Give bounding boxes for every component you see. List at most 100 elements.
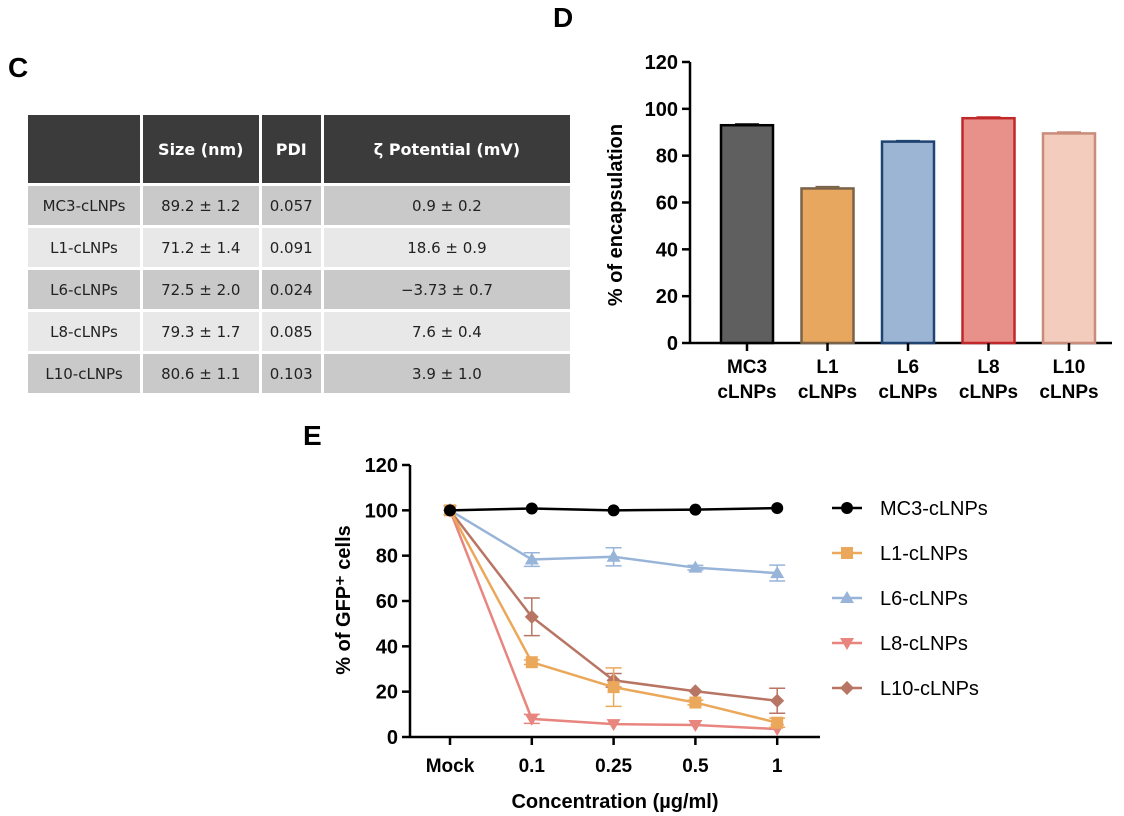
x-tick-label: L6 bbox=[897, 357, 919, 378]
panel-label-d: D bbox=[553, 2, 574, 33]
bar bbox=[961, 116, 1016, 345]
table-cell: 0.9 ± 0.2 bbox=[323, 186, 570, 225]
data-point bbox=[770, 693, 785, 708]
data-point bbox=[689, 503, 702, 516]
bar bbox=[719, 123, 775, 345]
bar bbox=[880, 140, 936, 345]
legend-label: L10-cLNPs bbox=[880, 678, 979, 700]
y-tick-label: 20 bbox=[376, 682, 398, 704]
data-point bbox=[525, 656, 538, 669]
x-tick-label: cLNPs bbox=[717, 382, 776, 403]
y-tick-label: 60 bbox=[376, 591, 398, 613]
x-tick-label: L10 bbox=[1053, 357, 1086, 378]
table-header: ζ Potential (mV) bbox=[323, 115, 570, 183]
table-row: L8-cLNPs 79.3 ± 1.7 0.085 7.6 ± 0.4 bbox=[28, 312, 570, 351]
data-point bbox=[688, 560, 703, 573]
y-tick-label: 0 bbox=[387, 727, 398, 749]
data-point bbox=[607, 681, 620, 694]
legend-label: MC3-cLNPs bbox=[880, 498, 988, 520]
table-cell: L10-cLNPs bbox=[28, 354, 141, 393]
table-cell: −3.73 ± 0.7 bbox=[323, 270, 570, 309]
data-point bbox=[444, 504, 456, 517]
y-tick-label: 120 bbox=[645, 52, 678, 74]
table-cell: 0.024 bbox=[261, 270, 321, 309]
table-cell: MC3-cLNPs bbox=[28, 186, 141, 225]
legend-label: L1-cLNPs bbox=[880, 543, 968, 565]
table-cell: L1-cLNPs bbox=[28, 228, 141, 267]
table-cell: 0.057 bbox=[261, 186, 321, 225]
table-header: PDI bbox=[261, 115, 321, 183]
data-point bbox=[607, 504, 620, 517]
x-tick-label: L8 bbox=[977, 357, 999, 378]
y-tick-label: 60 bbox=[656, 193, 678, 215]
legend-marker bbox=[840, 591, 854, 603]
data-point bbox=[525, 502, 538, 515]
y-tick-label: 40 bbox=[656, 239, 678, 261]
y-tick-label: 20 bbox=[656, 286, 678, 308]
x-tick-label: L1 bbox=[816, 357, 839, 378]
data-point bbox=[770, 566, 785, 579]
data-point bbox=[606, 549, 621, 562]
table-row: MC3-cLNPs 89.2 ± 1.2 0.057 0.9 ± 0.2 bbox=[28, 186, 570, 225]
table-cell: 80.6 ± 1.1 bbox=[143, 354, 259, 393]
panel-label-e: E bbox=[303, 420, 322, 451]
table-row: L6-cLNPs 72.5 ± 2.0 0.024 −3.73 ± 0.7 bbox=[28, 270, 570, 309]
x-tick-label: cLNPs bbox=[959, 382, 1018, 403]
bar bbox=[800, 187, 855, 345]
data-point bbox=[689, 696, 702, 709]
table-cell: 89.2 ± 1.2 bbox=[143, 186, 259, 225]
x-tick-label: 1 bbox=[772, 756, 783, 777]
legend-marker bbox=[840, 681, 854, 695]
table-cell: 0.103 bbox=[261, 354, 321, 393]
legend-marker bbox=[840, 638, 854, 650]
y-axis-label: % of GFP⁺ cells bbox=[333, 525, 355, 674]
legend-marker bbox=[841, 547, 853, 559]
data-point bbox=[688, 719, 703, 732]
data-point bbox=[771, 716, 784, 729]
x-tick-label: cLNPs bbox=[798, 382, 857, 403]
table-cell: 71.2 ± 1.4 bbox=[143, 228, 259, 267]
table-cell: 18.6 ± 0.9 bbox=[323, 228, 570, 267]
table-header: Size (nm) bbox=[143, 115, 259, 183]
table-cell: 3.9 ± 1.0 bbox=[323, 354, 570, 393]
y-axis-label: % of encapsulation bbox=[605, 124, 627, 306]
y-tick-label: 0 bbox=[667, 333, 678, 355]
x-tick-label: Mock bbox=[426, 756, 475, 777]
data-point bbox=[688, 684, 703, 699]
data-point bbox=[524, 552, 539, 565]
data-point bbox=[606, 719, 621, 732]
x-tick-label: cLNPs bbox=[878, 382, 937, 403]
x-tick-label: 0.5 bbox=[682, 756, 709, 777]
panel-label-c: C bbox=[8, 52, 29, 83]
y-tick-label: 80 bbox=[656, 146, 678, 168]
legend-marker bbox=[841, 502, 853, 514]
legend-label: L8-cLNPs bbox=[880, 633, 968, 655]
legend-label: L6-cLNPs bbox=[880, 588, 968, 610]
data-point bbox=[771, 502, 784, 515]
table-cell: 0.085 bbox=[261, 312, 321, 351]
data-point bbox=[524, 713, 539, 726]
y-tick-label: 40 bbox=[376, 636, 398, 658]
table-cell: 79.3 ± 1.7 bbox=[143, 312, 259, 351]
table-row: L1-cLNPs 71.2 ± 1.4 0.091 18.6 ± 0.9 bbox=[28, 228, 570, 267]
data-point bbox=[524, 609, 539, 624]
bar bbox=[1041, 132, 1097, 345]
properties-table: Size (nm) PDI ζ Potential (mV) MC3-cLNPs… bbox=[25, 112, 573, 396]
x-axis-label: Concentration (µg/ml) bbox=[511, 791, 718, 813]
table-cell: L6-cLNPs bbox=[28, 270, 141, 309]
table-header-row: Size (nm) PDI ζ Potential (mV) bbox=[28, 115, 570, 183]
table-cell: 72.5 ± 2.0 bbox=[143, 270, 259, 309]
x-tick-label: 0.25 bbox=[595, 756, 632, 777]
x-tick-label: MC3 bbox=[727, 357, 767, 378]
y-tick-label: 100 bbox=[645, 99, 678, 121]
table-row: L10-cLNPs 80.6 ± 1.1 0.103 3.9 ± 1.0 bbox=[28, 354, 570, 393]
y-tick-label: 100 bbox=[365, 500, 398, 522]
table-header bbox=[28, 115, 141, 183]
x-tick-label: 0.1 bbox=[519, 756, 546, 777]
table-cell: 0.091 bbox=[261, 228, 321, 267]
table-cell: 7.6 ± 0.4 bbox=[323, 312, 570, 351]
y-tick-label: 80 bbox=[376, 546, 398, 568]
y-tick-label: 120 bbox=[365, 455, 398, 477]
table-cell: L8-cLNPs bbox=[28, 312, 141, 351]
